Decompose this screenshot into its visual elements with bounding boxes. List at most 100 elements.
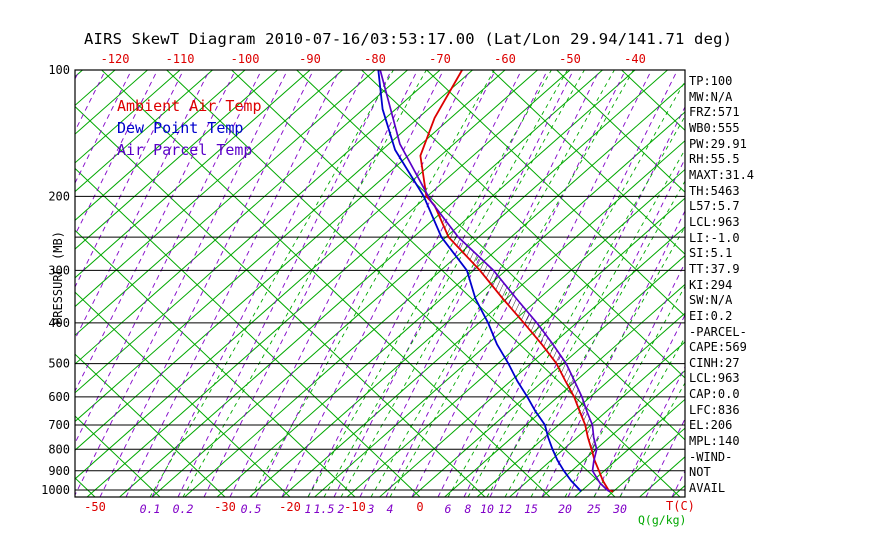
- mixing-ratio-line: [389, 70, 634, 497]
- moist-adiabat-line: [75, 70, 132, 185]
- dry-adiabat-line: [231, 70, 681, 497]
- pressure-tick-label: 900: [48, 464, 70, 478]
- legend: Ambient Air Temp Dew Point Temp Air Parc…: [117, 95, 262, 161]
- top-temp-tick-label: -90: [299, 52, 321, 66]
- moist-adiabat-line: [281, 70, 496, 497]
- stat-line: CINH:27: [689, 355, 740, 370]
- stat-line: AVAIL: [689, 481, 726, 496]
- q-tick-label: 8: [465, 502, 472, 516]
- moist-adiabat-line: [75, 70, 158, 237]
- isotherm-line: [119, 70, 603, 497]
- bottom-temp-tick-label: -50: [84, 500, 106, 514]
- isotherm-line: [75, 70, 278, 250]
- dry-adiabat-line: [75, 105, 486, 497]
- q-tick-label: 15: [524, 502, 538, 516]
- stat-line: -WIND-: [689, 449, 733, 464]
- stat-line: L57:5.7: [689, 199, 740, 214]
- moist-adiabat-line: [307, 70, 522, 497]
- isotherm-line: [379, 226, 685, 497]
- stat-line: LCL:963: [689, 371, 740, 386]
- ambient-air-temp-curve: [419, 70, 614, 493]
- mixing-ratio-line: [619, 382, 685, 497]
- top-temp-tick-label: -70: [429, 52, 451, 66]
- isotherm-line: [75, 70, 181, 164]
- q-tick-label: 0.2: [173, 502, 194, 516]
- moist-adiabat-line: [99, 70, 314, 497]
- moist-adiabat-line: [203, 70, 418, 497]
- top-temp-tick-label: -110: [166, 52, 195, 66]
- mixing-ratio-line: [447, 80, 685, 497]
- stat-line: CAPE:569: [689, 340, 747, 355]
- mixing-ratio-line: [530, 225, 685, 497]
- top-temp-tick-label: -60: [494, 52, 516, 66]
- isotherm-line: [184, 70, 668, 497]
- moist-adiabat-line: [0, 70, 54, 497]
- q-tick-label: 12: [498, 502, 512, 516]
- dry-adiabat-line: [166, 70, 616, 497]
- stat-line: -PARCEL-: [689, 324, 747, 339]
- mixing-ratio-line: [340, 70, 585, 497]
- stat-line: LFC:836: [689, 402, 740, 417]
- stats-panel: TP:100 MW:N/A FRZ:571 WB0:555 PW:29.91 RH:55.…: [689, 74, 754, 497]
- stat-line: TP:100: [689, 74, 733, 88]
- mixing-ratio-line: [307, 70, 552, 497]
- moist-adiabat-line: [75, 70, 236, 393]
- stat-line: EI:0.2: [689, 308, 733, 323]
- moist-adiabat-line: [75, 70, 80, 81]
- stat-line: SW:N/A: [689, 293, 733, 308]
- stat-line: FRZ:571: [689, 105, 740, 120]
- isotherm-line: [75, 70, 441, 394]
- pressure-tick-label: 600: [48, 390, 70, 404]
- cape-hatch-area: [431, 201, 597, 458]
- isotherm-line: [151, 70, 636, 497]
- q-axis-label: Q(g/kg): [638, 513, 686, 527]
- isotherm-line: [86, 70, 571, 497]
- pressure-axis-label: PRESSURE (MB): [51, 231, 65, 325]
- isotherm-line: [0, 70, 50, 497]
- top-temp-tick-label: -50: [559, 52, 581, 66]
- stat-line: TH:5463: [689, 183, 740, 198]
- moist-adiabat-line: [515, 157, 685, 497]
- moist-adiabat-line: [75, 70, 288, 497]
- top-temp-tick-label: -100: [231, 52, 260, 66]
- stat-line: SI:5.1: [689, 246, 733, 261]
- dry-adiabat-line: [361, 70, 685, 379]
- q-tick-label: 1: [305, 502, 312, 516]
- mixing-ratio-line: [149, 70, 394, 497]
- isotherm-line: [314, 168, 685, 497]
- moist-adiabat-line: [229, 70, 444, 497]
- isotherm-line: [75, 70, 506, 451]
- isotherm-line: [75, 70, 376, 336]
- moist-adiabat-line: [437, 70, 652, 497]
- mixing-ratio-line: [467, 115, 685, 497]
- stat-line: MAXT:31.4: [689, 167, 755, 182]
- q-tick-label: 1.5: [314, 502, 335, 516]
- isotherm-line: [75, 70, 343, 308]
- dry-adiabat-line: [75, 477, 96, 497]
- isotherm-line: [75, 70, 538, 480]
- q-tick-label: 2: [338, 502, 345, 516]
- t-axis-label: T(C): [666, 499, 695, 513]
- stat-line: MPL:140: [689, 434, 740, 449]
- legend-ambient-air-temp: Ambient Air Temp: [117, 97, 262, 115]
- stat-line: KI:294: [689, 277, 733, 292]
- q-tick-label: 0.5: [241, 502, 262, 516]
- dry-adiabat-line: [491, 70, 685, 255]
- bottom-temp-tick-label: -30: [214, 500, 236, 514]
- moist-adiabat-line: [489, 105, 685, 497]
- q-tick-label: 4: [387, 502, 394, 516]
- isotherm-line: [75, 70, 311, 279]
- mixing-ratio-line: [323, 70, 568, 497]
- bottom-temp-tick-label: 0: [416, 500, 423, 514]
- stat-line: PW:29.91: [689, 136, 747, 151]
- dry-adiabat-line: [296, 70, 685, 441]
- dry-adiabat-line: [752, 70, 870, 497]
- q-tick-label: 20: [558, 502, 572, 516]
- stat-line: RH:55.5: [689, 152, 740, 167]
- top-temp-tick-label: -120: [101, 52, 130, 66]
- pressure-tick-label: 200: [48, 189, 70, 203]
- pressure-tick-label: 500: [48, 357, 70, 371]
- isotherm-line: [346, 197, 685, 497]
- dry-adiabat-line: [101, 70, 551, 497]
